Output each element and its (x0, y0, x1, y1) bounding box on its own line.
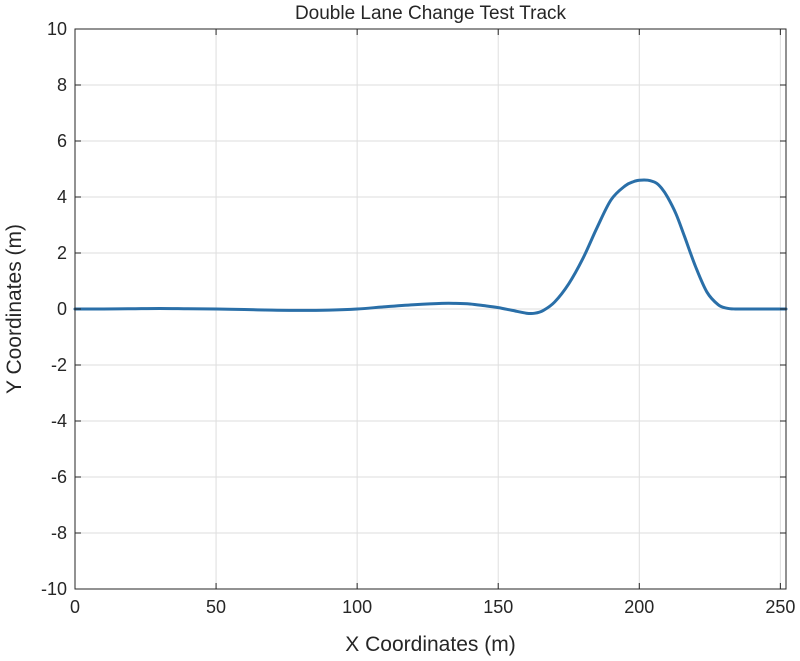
series-layer (73, 178, 788, 316)
x-tick-label: 100 (342, 597, 372, 617)
axis-ticks: 0 50 100 150 200 250 -10 -8 -6 -4 -2 0 2 4 6 8 10 (41, 19, 795, 617)
x-tick-label: 150 (483, 597, 513, 617)
y-tick-label: -8 (51, 523, 67, 543)
chart-title: Double Lane Change Test Track (295, 3, 567, 24)
y-tick-label: 6 (57, 131, 67, 151)
y-tick-label: 2 (57, 243, 67, 263)
y-tick-label: -2 (51, 355, 67, 375)
x-axis-label: X Coordinates (m) (345, 633, 515, 656)
y-tick-label: 0 (57, 299, 67, 319)
y-tick-label: 4 (57, 187, 67, 207)
y-tick-label: -10 (41, 579, 67, 599)
series-line (73, 178, 788, 316)
x-tick-label: 50 (206, 597, 226, 617)
y-tick-label: 8 (57, 75, 67, 95)
y-axis-label: Y Coordinates (m) (3, 224, 26, 394)
x-tick-label: 0 (70, 597, 80, 617)
x-tick-label: 250 (765, 597, 795, 617)
y-tick-label: -6 (51, 467, 67, 487)
x-tick-label: 200 (624, 597, 654, 617)
y-tick-label: -4 (51, 411, 67, 431)
y-tick-label: 10 (47, 19, 67, 39)
